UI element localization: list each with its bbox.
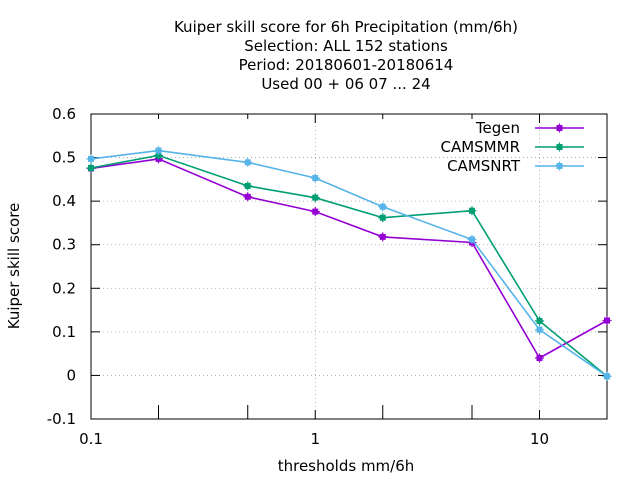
grid: [91, 114, 607, 419]
series-line: [90, 158, 608, 360]
title-line-3: Period: 20180601-20180614: [239, 56, 454, 74]
data-point: [243, 157, 253, 167]
data-point: [310, 193, 320, 203]
series-line: [90, 154, 608, 377]
x-tick-label: 0.1: [79, 430, 103, 448]
y-tick-label: 0: [66, 366, 76, 384]
data-point: [555, 123, 564, 133]
legend-label: CAMSMMR: [440, 138, 520, 156]
y-tick-label: 0.5: [52, 149, 76, 167]
data-point: [378, 202, 388, 212]
chart-title: Kuiper skill score for 6h Precipitation …: [174, 18, 518, 93]
data-point: [243, 181, 253, 191]
data-point: [534, 316, 544, 326]
title-line-1: Kuiper skill score for 6h Precipitation …: [174, 18, 518, 36]
data-point: [378, 232, 388, 242]
data-point: [467, 206, 477, 216]
data-point: [310, 173, 320, 183]
legend-entry: Tegen: [475, 119, 584, 137]
data-point: [243, 192, 253, 202]
data-point: [534, 353, 544, 363]
x-tick-label: 10: [530, 430, 549, 448]
data-point: [602, 371, 612, 381]
data-point: [555, 142, 564, 152]
y-axis-label: Kuiper skill score: [5, 203, 23, 330]
data-point: [86, 154, 96, 164]
data-point: [86, 163, 96, 173]
y-tick-label: 0.6: [52, 105, 76, 123]
axis-ticks: -0.1 0 0.1 0.2 0.3 0.4 0.5 0.6 0.1 1 10: [47, 105, 608, 448]
data-point: [467, 234, 477, 244]
series: [86, 146, 612, 381]
legend-entry: CAMSMMR: [440, 138, 584, 156]
data-point: [602, 316, 612, 326]
y-tick-label: -0.1: [47, 410, 76, 428]
y-tick-label: 0.1: [52, 323, 76, 341]
x-axis-label: thresholds mm/6h: [278, 457, 415, 475]
data-point: [534, 325, 544, 335]
y-tick-label: 0.4: [52, 192, 76, 210]
title-line-2: Selection: ALL 152 stations: [244, 37, 448, 55]
legend-entry: CAMSNRT: [447, 157, 584, 175]
plot-frame: [90, 113, 608, 420]
legend-label: Tegen: [475, 119, 520, 137]
data-point: [310, 207, 320, 217]
title-line-4: Used 00 + 06 07 ... 24: [261, 75, 430, 93]
data-point: [378, 213, 388, 223]
data-point: [555, 161, 564, 171]
x-tick-label: 1: [310, 430, 320, 448]
data-point: [154, 146, 164, 156]
series-line: [90, 149, 608, 377]
legend-label: CAMSNRT: [447, 157, 521, 175]
y-tick-label: 0.2: [52, 279, 76, 297]
series-tegen: [86, 154, 612, 363]
series-camsnrt: [86, 146, 612, 381]
y-tick-label: 0.3: [52, 236, 76, 254]
